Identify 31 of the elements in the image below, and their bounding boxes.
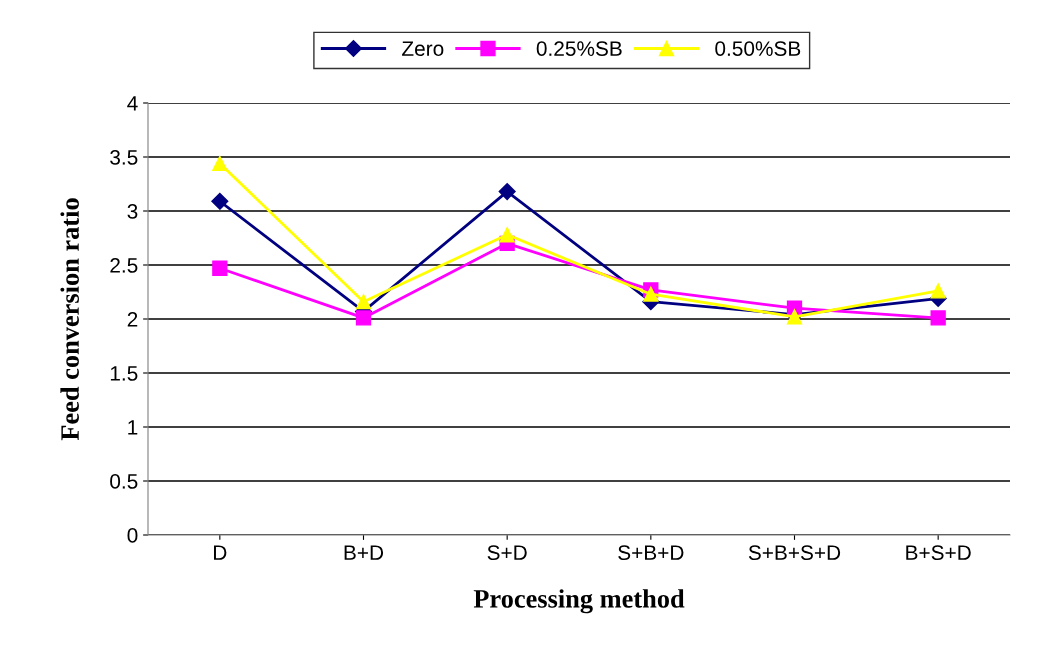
y-tick-label: 4 (127, 96, 138, 111)
y-tick-label: 3.5 (110, 150, 138, 165)
x-tick-label: B+S+D (906, 545, 971, 561)
y-tick-label: 2 (127, 312, 138, 327)
point (211, 192, 229, 210)
y-tick-label: 0 (127, 528, 138, 543)
x-tick-label: S+D (487, 545, 527, 561)
x-tick-label: S+B+S+D (748, 545, 841, 561)
legend-label: 0.50%SB (715, 41, 801, 56)
y-tick-label: 3 (127, 204, 138, 219)
x-axis-title: Processing method (473, 589, 685, 614)
x-tick-label: D (214, 545, 227, 560)
y-tick-label: 2.5 (110, 258, 138, 273)
point (355, 294, 372, 310)
x-tick-label: B+D (344, 545, 384, 560)
legend-label: Zero (402, 41, 444, 56)
point (930, 310, 946, 326)
point (498, 183, 516, 201)
point (786, 309, 803, 325)
point (355, 310, 372, 326)
legend-label: 0.25%SB (536, 41, 622, 56)
y-tick-label: 0.5 (110, 474, 138, 489)
x-tick-label: S+B+D (618, 545, 684, 561)
y-tick-label: 1 (128, 420, 138, 435)
point (499, 227, 515, 243)
y-tick-label: 1.5 (110, 366, 138, 381)
point (930, 283, 946, 299)
point (212, 260, 228, 276)
point (643, 286, 659, 302)
y-axis-title: Feed conversion ratio (60, 198, 79, 441)
point (212, 155, 228, 172)
